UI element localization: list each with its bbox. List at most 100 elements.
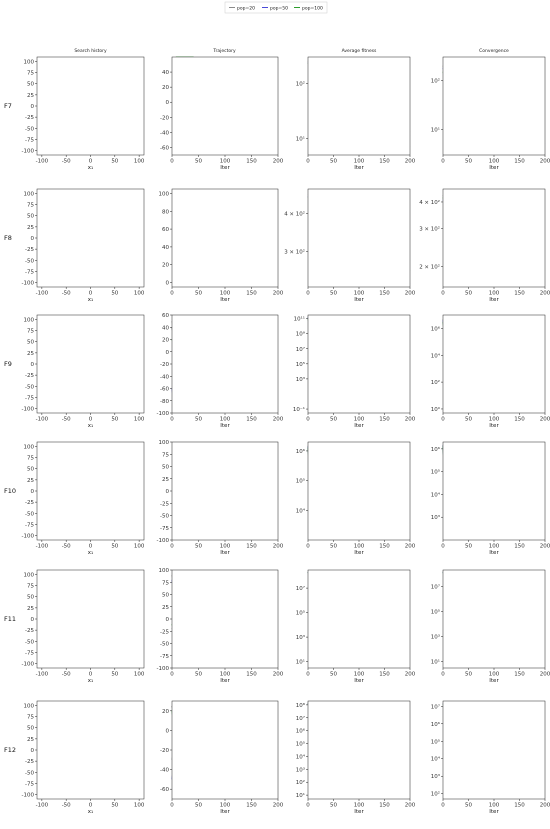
search-F9-xtick-label: 100	[134, 417, 145, 423]
convergence-F9-xtick-label: 50	[465, 417, 472, 423]
convergence-F8-xtick-label: 100	[489, 291, 500, 297]
convergence-F7-xtick-label: 150	[514, 159, 525, 165]
search-F7-xtick-label: 100	[134, 159, 145, 165]
search-F12-frame	[36, 700, 145, 800]
trajectory-F9-ytick-label: -80	[160, 399, 169, 405]
search-F11-xtick-label: 100	[134, 672, 145, 678]
fitness-F9-ytick-label: 10³	[296, 376, 305, 383]
trajectory-F11-xtick-label: 150	[246, 672, 257, 678]
convergence-F9-ytick-label: 10²	[431, 379, 440, 386]
fitness-F8-xtick-label: 200	[405, 291, 416, 297]
fitness-F11-xtick-label: 100	[354, 672, 365, 678]
convergence-F7-xtick-label: 0	[441, 159, 445, 165]
fitness-F10-ytick-label: 10⁵	[296, 478, 305, 485]
search-F9-ytick-label: 75	[27, 329, 34, 335]
fitness-F10-xtick-label: 100	[354, 544, 365, 550]
search-F7-xtick-label: -100	[36, 159, 49, 165]
fitness-F8-xtick-label: 150	[379, 291, 390, 297]
trajectory-F11-xlabel: Iter	[220, 678, 230, 684]
convergence-F9-ytick-label: 10⁴	[431, 352, 441, 359]
trajectory-F10-ytick-label: 50	[162, 465, 169, 471]
search-F11-ytick-label: 0	[31, 617, 35, 623]
search-F10-ytick-label: 0	[31, 489, 35, 495]
trajectory-F9-ytick-label: -40	[160, 374, 169, 380]
trajectory-F12-xtick-label: 50	[195, 803, 202, 809]
fitness-F12-ytick-label: 10³	[296, 766, 305, 773]
fitness-F11-xtick-label: 50	[330, 672, 337, 678]
trajectory-F8-xtick-label: 100	[220, 291, 231, 297]
fitness-F9-ytick-label: 10⁹	[296, 331, 305, 338]
fitness-F12-xtick-label: 50	[330, 803, 337, 809]
fitness-F11-xtick-label: 0	[306, 672, 310, 678]
fitness-F8-xtick-label: 100	[354, 291, 365, 297]
fitness-F12-ytick-label: 10⁵	[296, 741, 305, 748]
convergence-F10-xtick-label: 0	[441, 544, 445, 550]
trajectory-F7-xtick-label: 150	[246, 159, 257, 165]
trajectory-F10-ytick-label: 25	[162, 477, 169, 483]
search-F8-xlabel: x₁	[88, 297, 93, 303]
trajectory-F7-ytick-label: -20	[160, 115, 169, 121]
search-F9-ytick-label: 50	[27, 340, 34, 346]
convergence-F11-xtick-label: 50	[465, 672, 472, 678]
fitness-F7-xtick-label: 200	[405, 159, 416, 165]
row-label-F10: F10	[4, 487, 16, 495]
search-F9-ytick-label: 0	[31, 362, 35, 368]
search-F8-ytick-label: -25	[25, 247, 34, 253]
trajectory-F9-xtick-label: 100	[220, 417, 231, 423]
convergence-F8-ytick-label: 3 × 10²	[419, 226, 440, 233]
search-F7-ytick-label: -25	[25, 115, 34, 121]
search-F10-ytick-label: -25	[25, 500, 34, 506]
search-F8-xtick-label: 100	[134, 291, 145, 297]
search-F11-xlabel: x₁	[88, 678, 93, 684]
search-F7-ytick-label: -50	[25, 126, 34, 132]
search-F10-xlabel: x₁	[88, 550, 93, 556]
fitness-F9-xtick-label: 100	[354, 417, 365, 423]
fitness-F10-frame	[307, 441, 411, 541]
search-F9-xtick-label: -100	[36, 417, 49, 423]
trajectory-F8-xtick-label: 50	[195, 291, 202, 297]
search-F9-xtick-label: 50	[111, 417, 118, 423]
search-F7-ytick-label: 25	[27, 93, 34, 99]
search-F12-xtick-label: -100	[36, 803, 49, 809]
search-F12-ytick-label: 25	[27, 737, 34, 743]
trajectory-F9-ytick-label: 0	[166, 350, 170, 356]
convergence-F12-ytick-label: 10²	[431, 791, 440, 798]
search-F10-xtick-label: 0	[89, 544, 93, 550]
convergence-F12-xtick-label: 200	[540, 803, 550, 809]
subplot-grid: F7 -100 -50 0 50 100 -100 -75 -50 -25 0 25 50 75 100 x₁…	[4, 56, 550, 815]
convergence-F9-ytick-label: 10⁰	[431, 406, 441, 413]
search-F8-ytick-label: 100	[24, 191, 35, 197]
trajectory-F10-xlabel: Iter	[220, 550, 230, 556]
column-title-fitness: Average fitness	[342, 48, 377, 54]
search-F12-ytick-label: 50	[27, 726, 34, 732]
search-F12-ytick-label: 100	[24, 703, 35, 709]
search-F9-ytick-label: -25	[25, 373, 34, 379]
trajectory-F11-ytick-label: 25	[162, 605, 169, 611]
search-F9-xtick-label: 0	[89, 417, 93, 423]
convergence-F12-ytick-label: 10⁴	[431, 756, 441, 763]
search-F9-ytick-label: -50	[25, 384, 34, 390]
search-F10-xtick-label: 100	[134, 544, 145, 550]
convergence-F8-xtick-label: 50	[465, 291, 472, 297]
trajectory-F12-xtick-label: 100	[220, 803, 231, 809]
fitness-F10-ytick-label: 10⁴	[296, 507, 306, 514]
legend-label-pop100: pop=100	[302, 5, 323, 11]
convergence-F10-xtick-label: 150	[514, 544, 525, 550]
convergence-F9-xtick-label: 150	[514, 417, 525, 423]
fitness-F7-frame	[307, 56, 411, 156]
convergence-F10-ytick-label: 10⁴	[431, 491, 441, 498]
trajectory-F8-xlabel: Iter	[220, 297, 230, 303]
search-F12-ytick-label: 0	[31, 748, 35, 754]
fitness-F12-ytick-label: 10⁶	[296, 728, 306, 735]
trajectory-F7-xtick-label: 200	[273, 159, 284, 165]
search-F8-frame	[36, 188, 145, 288]
trajectory-F9-xtick-label: 200	[273, 417, 284, 423]
trajectory-F8-xtick-label: 150	[246, 291, 257, 297]
trajectory-F8-ytick-label: 80	[162, 209, 169, 215]
search-F9-ytick-label: -100	[22, 407, 35, 413]
search-F8-ytick-label: 25	[27, 225, 34, 231]
trajectory-F10-ytick-label: -75	[160, 526, 169, 532]
trajectory-F10-xtick-label: 200	[273, 544, 284, 550]
convergence-F7-xtick-label: 200	[540, 159, 550, 165]
convergence-F8-xtick-label: 0	[441, 291, 445, 297]
